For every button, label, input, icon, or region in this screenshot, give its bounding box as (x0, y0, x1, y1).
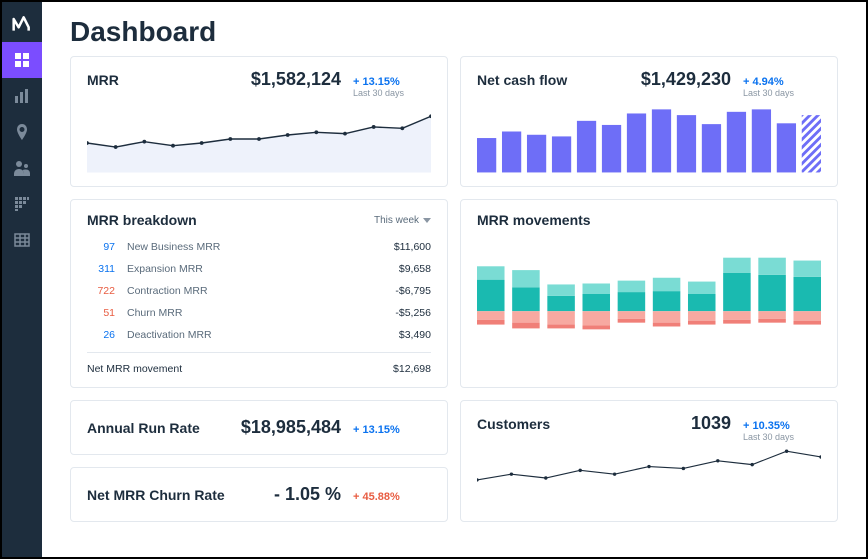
breakdown-period-dropdown[interactable]: This week (374, 215, 431, 226)
movements-card[interactable]: MRR movements (460, 199, 838, 388)
breakdown-table: 97New Business MRR$11,600311Expansion MR… (87, 236, 431, 346)
mrr-change-sub: Last 30 days (353, 88, 431, 98)
page-title: Dashboard (70, 16, 838, 48)
breakdown-row: 26Deactivation MRR$3,490 (87, 324, 431, 346)
cashflow-card[interactable]: Net cash flow $1,429,230 + 4.94% Last 30… (460, 56, 838, 187)
breakdown-count: 311 (87, 263, 127, 275)
customers-change: + 10.35% (743, 420, 821, 432)
cash-value: $1,429,230 (641, 69, 731, 90)
churn-value: - 1.05 % (274, 484, 341, 505)
nav-cohorts[interactable] (2, 186, 42, 222)
breakdown-title: MRR breakdown (87, 212, 197, 228)
customers-value: 1039 (691, 413, 731, 434)
nav-tables[interactable] (2, 222, 42, 258)
breakdown-label: New Business MRR (127, 241, 361, 253)
movements-title: MRR movements (477, 212, 821, 228)
nav-charts[interactable] (2, 78, 42, 114)
nav-dashboard[interactable] (2, 42, 42, 78)
sidebar (2, 2, 42, 557)
card-grid: MRR $1,582,124 + 13.15% Last 30 days Net… (70, 56, 838, 522)
breakdown-count: 722 (87, 285, 127, 297)
mrr-chart (87, 104, 431, 174)
churn-title: Net MRR Churn Rate (87, 487, 225, 503)
nav-location[interactable] (2, 114, 42, 150)
breakdown-card[interactable]: MRR breakdown This week 97New Business M… (70, 199, 448, 388)
cash-change: + 4.94% (743, 76, 821, 88)
breakdown-label: Expansion MRR (127, 263, 361, 275)
mrr-card[interactable]: MRR $1,582,124 + 13.15% Last 30 days (70, 56, 448, 187)
customers-chart (477, 448, 821, 508)
main-content: Dashboard MRR $1,582,124 + 13.15% Last 3… (42, 2, 866, 557)
breakdown-count: 51 (87, 307, 127, 319)
arr-change: + 13.15% (353, 424, 431, 436)
customers-card[interactable]: Customers 1039 + 10.35% Last 30 days (460, 400, 838, 522)
breakdown-value: $9,658 (361, 263, 431, 275)
chevron-down-icon (423, 218, 431, 223)
cash-chart (477, 104, 821, 174)
mrr-value: $1,582,124 (251, 69, 341, 90)
arr-card[interactable]: Annual Run Rate $18,985,484 + 13.15% (70, 400, 448, 455)
app-root: Dashboard MRR $1,582,124 + 13.15% Last 3… (0, 0, 868, 559)
churn-change: + 45.88% (353, 491, 431, 503)
breakdown-value: -$6,795 (361, 285, 431, 297)
breakdown-row: 722Contraction MRR-$6,795 (87, 280, 431, 302)
cash-title: Net cash flow (477, 72, 567, 88)
logo[interactable] (2, 6, 42, 42)
breakdown-count: 97 (87, 241, 127, 253)
breakdown-value: $11,600 (361, 241, 431, 253)
breakdown-total-value: $12,698 (361, 363, 431, 375)
mrr-title: MRR (87, 72, 119, 88)
breakdown-period-label: This week (374, 215, 419, 226)
breakdown-count: 26 (87, 329, 127, 341)
breakdown-label: Churn MRR (127, 307, 361, 319)
breakdown-row: 97New Business MRR$11,600 (87, 236, 431, 258)
nav-people[interactable] (2, 150, 42, 186)
breakdown-value: -$5,256 (361, 307, 431, 319)
mrr-change: + 13.15% (353, 76, 431, 88)
cash-change-sub: Last 30 days (743, 88, 821, 98)
arr-title: Annual Run Rate (87, 420, 200, 436)
customers-change-sub: Last 30 days (743, 432, 821, 442)
breakdown-label: Contraction MRR (127, 285, 361, 297)
breakdown-total-label: Net MRR movement (87, 363, 361, 375)
breakdown-label: Deactivation MRR (127, 329, 361, 341)
arr-value: $18,985,484 (241, 417, 341, 438)
breakdown-value: $3,490 (361, 329, 431, 341)
breakdown-row: 311Expansion MRR$9,658 (87, 258, 431, 280)
breakdown-row: 51Churn MRR-$5,256 (87, 302, 431, 324)
churn-card[interactable]: Net MRR Churn Rate - 1.05 % + 45.88% (70, 467, 448, 522)
customers-title: Customers (477, 416, 550, 432)
movements-chart (477, 234, 821, 354)
